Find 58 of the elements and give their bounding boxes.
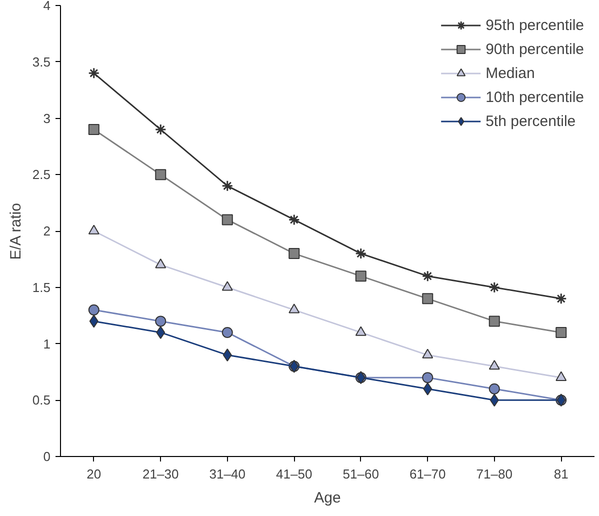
legend-label: 95th percentile xyxy=(486,16,584,34)
legend-label: Median xyxy=(486,64,535,82)
point xyxy=(488,383,500,394)
point xyxy=(355,326,366,336)
y-tick-label: 0.5 xyxy=(32,392,51,408)
point xyxy=(488,316,500,327)
point xyxy=(423,382,432,396)
point xyxy=(355,270,366,282)
y-tick-label: 0 xyxy=(43,449,51,464)
point xyxy=(222,326,233,338)
point xyxy=(422,372,434,384)
point xyxy=(88,224,100,234)
legend-label: 5th percentile xyxy=(486,112,576,130)
legend-label: 90th percentile xyxy=(486,40,584,58)
point xyxy=(88,124,100,136)
point xyxy=(155,169,166,180)
point xyxy=(488,360,500,370)
x-tick-label: 20 xyxy=(86,466,102,482)
x-tick-label: 31–40 xyxy=(209,466,246,482)
y-tick-label: 3 xyxy=(43,110,51,126)
legend-label: 10th percentile xyxy=(486,88,584,106)
point xyxy=(355,248,367,260)
point xyxy=(490,394,499,407)
point xyxy=(556,371,567,381)
point xyxy=(222,281,233,291)
point xyxy=(422,293,434,304)
point xyxy=(555,292,567,304)
point xyxy=(88,304,100,316)
y-tick-label: 3.5 xyxy=(32,54,51,70)
point xyxy=(222,214,233,226)
x-tick-label: 41–50 xyxy=(276,466,312,482)
x-tick-label: 81 xyxy=(554,466,568,482)
y-tick-label: 2.5 xyxy=(32,167,51,182)
point xyxy=(88,67,100,79)
point xyxy=(222,180,234,192)
point xyxy=(488,282,500,294)
x-tick-label: 71–80 xyxy=(476,466,512,482)
y-tick-label: 4 xyxy=(43,0,51,13)
y-tick-label: 1.5 xyxy=(32,280,51,295)
x-tick-label: 61–70 xyxy=(410,466,446,482)
point xyxy=(288,248,300,260)
point xyxy=(288,214,300,226)
point xyxy=(222,348,232,362)
point xyxy=(556,326,567,338)
x-tick-label: 51–60 xyxy=(342,466,379,482)
x-axis-title: Age xyxy=(314,490,341,506)
y-tick-label: 2 xyxy=(43,224,51,238)
y-tick-label: 1 xyxy=(43,336,51,352)
point xyxy=(156,326,166,339)
y-axis-title: E/A ratio xyxy=(7,203,24,260)
point xyxy=(422,270,434,282)
point xyxy=(155,258,166,268)
point xyxy=(155,316,166,327)
point xyxy=(422,348,434,358)
x-tick-label: 21–30 xyxy=(142,466,179,482)
point xyxy=(288,304,300,314)
point xyxy=(154,124,166,136)
point xyxy=(89,314,98,328)
